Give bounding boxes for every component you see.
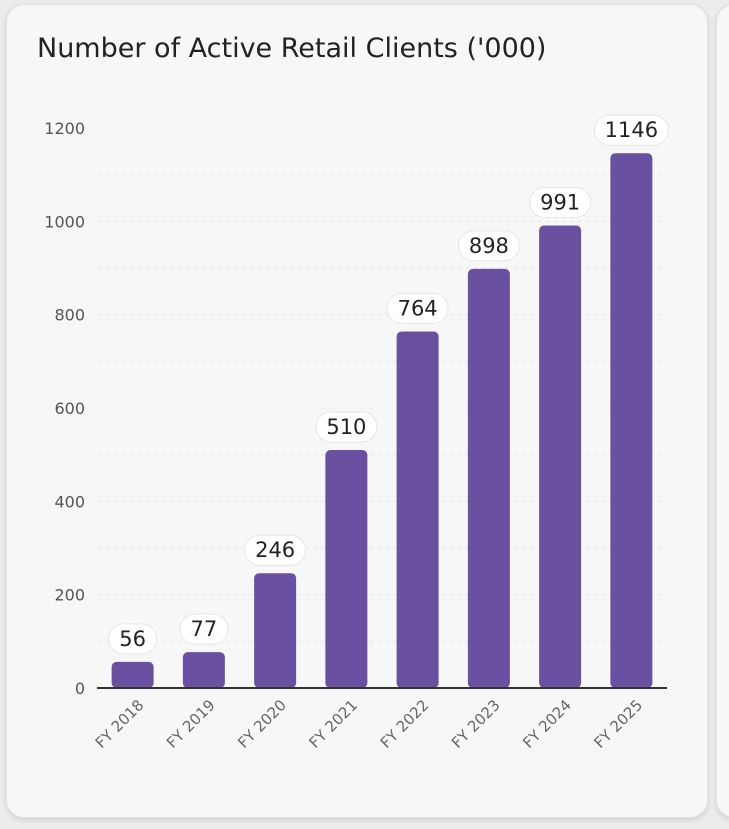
adjacent-card-edge [716,4,729,818]
data-label: 898 [469,234,509,258]
x-tick-label: FY 2020 [234,696,290,752]
x-tick-label: FY 2024 [519,696,575,752]
x-tick-label: FY 2018 [92,696,148,752]
data-label-background [108,623,158,655]
chart-title: Number of Active Retail Clients ('000) [37,33,547,64]
bar-chart: 0 200 400 600 800 1000 1200 56 FY 2018 77 FY 2019 2… [44,114,669,752]
y-tick-label: 200 [54,586,85,605]
y-tick-label: 1000 [44,212,85,231]
bar [467,268,510,688]
data-label-background [315,411,378,443]
bar [396,331,439,688]
y-tick-label: 600 [54,399,85,418]
data-label-background [244,534,307,566]
x-tick-label: FY 2025 [591,696,647,752]
x-tick-label: FY 2021 [306,696,362,752]
y-tick-label: 0 [75,679,85,698]
data-label: 77 [191,617,218,641]
bar [254,573,297,688]
chart-card: Number of Active Retail Clients ('000) 0… [6,4,708,818]
data-label-background [593,114,669,146]
bar [182,652,225,688]
bar [610,153,653,688]
bar [539,225,582,689]
data-label: 764 [398,296,438,320]
data-label: 991 [540,191,580,215]
data-label-background [457,230,520,262]
data-label: 1146 [605,118,658,142]
data-label-background [179,613,229,645]
data-label: 510 [326,415,366,439]
data-label-background [529,187,592,219]
bar [325,450,368,688]
y-tick-label: 800 [54,306,85,325]
data-label-background [386,292,449,324]
data-label: 56 [119,627,146,651]
bar [111,661,154,688]
x-tick-label: FY 2019 [163,696,219,752]
x-tick-label: FY 2023 [448,696,504,752]
data-label: 246 [255,538,295,562]
y-tick-label: 1200 [44,119,85,138]
x-tick-label: FY 2022 [377,696,433,752]
y-tick-label: 400 [54,492,85,511]
